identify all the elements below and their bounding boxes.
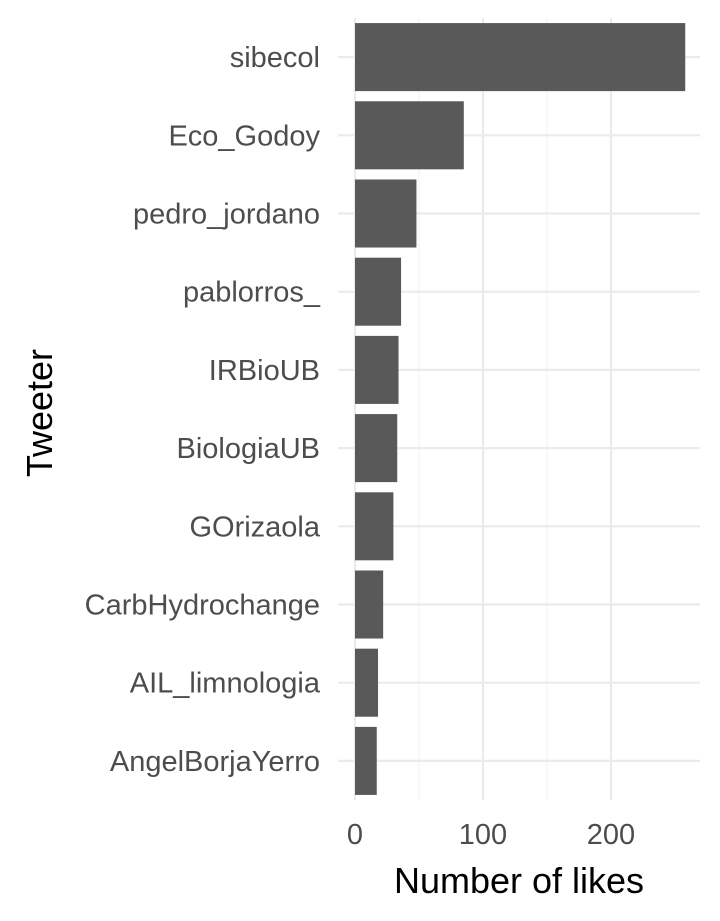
bar-carbhydrochange [355, 570, 384, 639]
y-tick-label: AIL_limnologia [130, 668, 321, 700]
y-tick-label: sibecol [230, 42, 320, 74]
y-tick-label: Eco_Godoy [168, 120, 320, 152]
y-tick-label: IRBioUB [209, 355, 320, 387]
bar-angelborjayerro [355, 726, 377, 795]
bar-sibecol [355, 23, 686, 92]
x-axis-title: Number of likes [394, 860, 644, 901]
y-tick-label: GOrizaola [189, 511, 320, 543]
y-tick-label: pablorros_ [183, 277, 321, 309]
bar-pedro-jordano [355, 179, 417, 248]
bar-pablorros- [355, 257, 402, 326]
bar-eco-godoy [355, 101, 464, 170]
x-tick-labels: 0 100 200 [347, 819, 635, 851]
y-tick-label: AngelBorjaYerro [110, 746, 320, 778]
y-tick-label: CarbHydrochange [85, 590, 320, 622]
bar-gorizaola [355, 492, 394, 561]
x-tick-label: 200 [587, 819, 635, 851]
x-tick-label: 100 [459, 819, 507, 851]
bar-biologiaub [355, 414, 398, 483]
y-tick-labels: sibecol Eco_Godoy pedro_jordano pablorros_ I… [85, 42, 321, 778]
y-tick-label: pedro_jordano [133, 199, 320, 231]
bar-irbioub [355, 335, 399, 404]
bar-ail-limnologia [355, 648, 379, 717]
y-axis-title: Tweeter [19, 349, 60, 477]
y-tick-label: BiologiaUB [177, 433, 320, 465]
x-tick-label: 0 [347, 819, 363, 851]
bars [355, 23, 686, 795]
